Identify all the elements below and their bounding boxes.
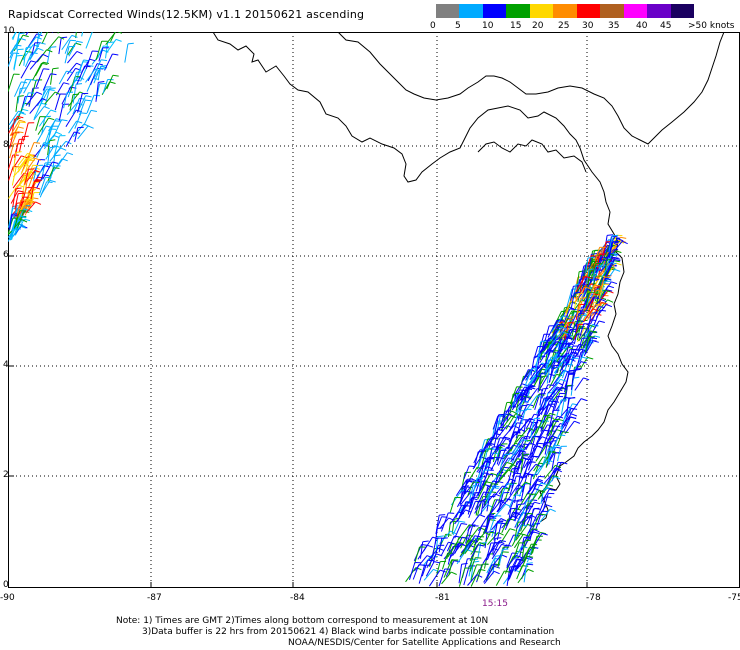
legend-swatch <box>623 4 648 18</box>
legend-label: >50 knots <box>688 21 735 31</box>
lat-tick-label: 2 <box>3 470 9 480</box>
lon-tick-label: -84 <box>290 593 305 603</box>
legend-labels: 0 5 10 15 20 25 30 35 40 45 >50 knots <box>430 21 740 33</box>
note-line-1: Note: 1) Times are GMT 2)Times along bot… <box>116 616 489 626</box>
lat-tick-label: 6 <box>3 250 9 260</box>
legend-label: 25 <box>558 21 570 31</box>
wind-speed-color-legend <box>436 4 694 20</box>
legend-label: 20 <box>532 21 544 31</box>
legend-label: 15 <box>510 21 522 31</box>
legend-label: 45 <box>660 21 672 31</box>
caribbean-coast <box>337 32 725 145</box>
pass-time-label: 15:15 <box>482 599 508 609</box>
lat-tick-label: 10 <box>3 26 15 36</box>
legend-label: 40 <box>636 21 648 31</box>
legend-label: 30 <box>582 21 594 31</box>
gulf-of-panama <box>477 139 587 173</box>
lon-tick-label: -90 <box>0 593 15 603</box>
legend-swatch <box>647 4 671 18</box>
legend-swatch <box>436 4 460 18</box>
legend-swatch <box>529 4 554 18</box>
legend-label: 35 <box>608 21 620 31</box>
legend-label: 10 <box>482 21 494 31</box>
legend-swatch <box>600 4 624 18</box>
lat-tick-label: 0 <box>3 580 9 590</box>
map-frame <box>8 32 740 588</box>
legend-label: 0 <box>430 21 436 31</box>
map-title: Rapidscat Corrected Winds(12.5KM) v1.1 2… <box>8 8 365 21</box>
legend-swatch <box>670 4 694 18</box>
graticule <box>8 32 740 587</box>
wind-barbs <box>8 32 628 587</box>
coastline <box>212 32 629 523</box>
legend-swatch <box>459 4 483 18</box>
lat-tick-label: 8 <box>3 140 9 150</box>
legend-swatch <box>482 4 507 18</box>
lon-tick-label: -75 <box>728 593 740 603</box>
lon-tick-label: -81 <box>435 593 450 603</box>
note-line-3: NOAA/NESDIS/Center for Satellite Applica… <box>288 638 561 648</box>
lat-tick-label: 4 <box>3 360 9 370</box>
lon-tick-label: -78 <box>586 593 601 603</box>
legend-swatch <box>576 4 601 18</box>
legend-swatch <box>553 4 577 18</box>
wind-map <box>8 32 740 588</box>
lon-tick-label: -87 <box>147 593 162 603</box>
legend-swatch <box>506 4 530 18</box>
note-line-2: 3)Data buffer is 22 hrs from 20150621 4)… <box>142 627 555 637</box>
legend-label: 5 <box>455 21 461 31</box>
